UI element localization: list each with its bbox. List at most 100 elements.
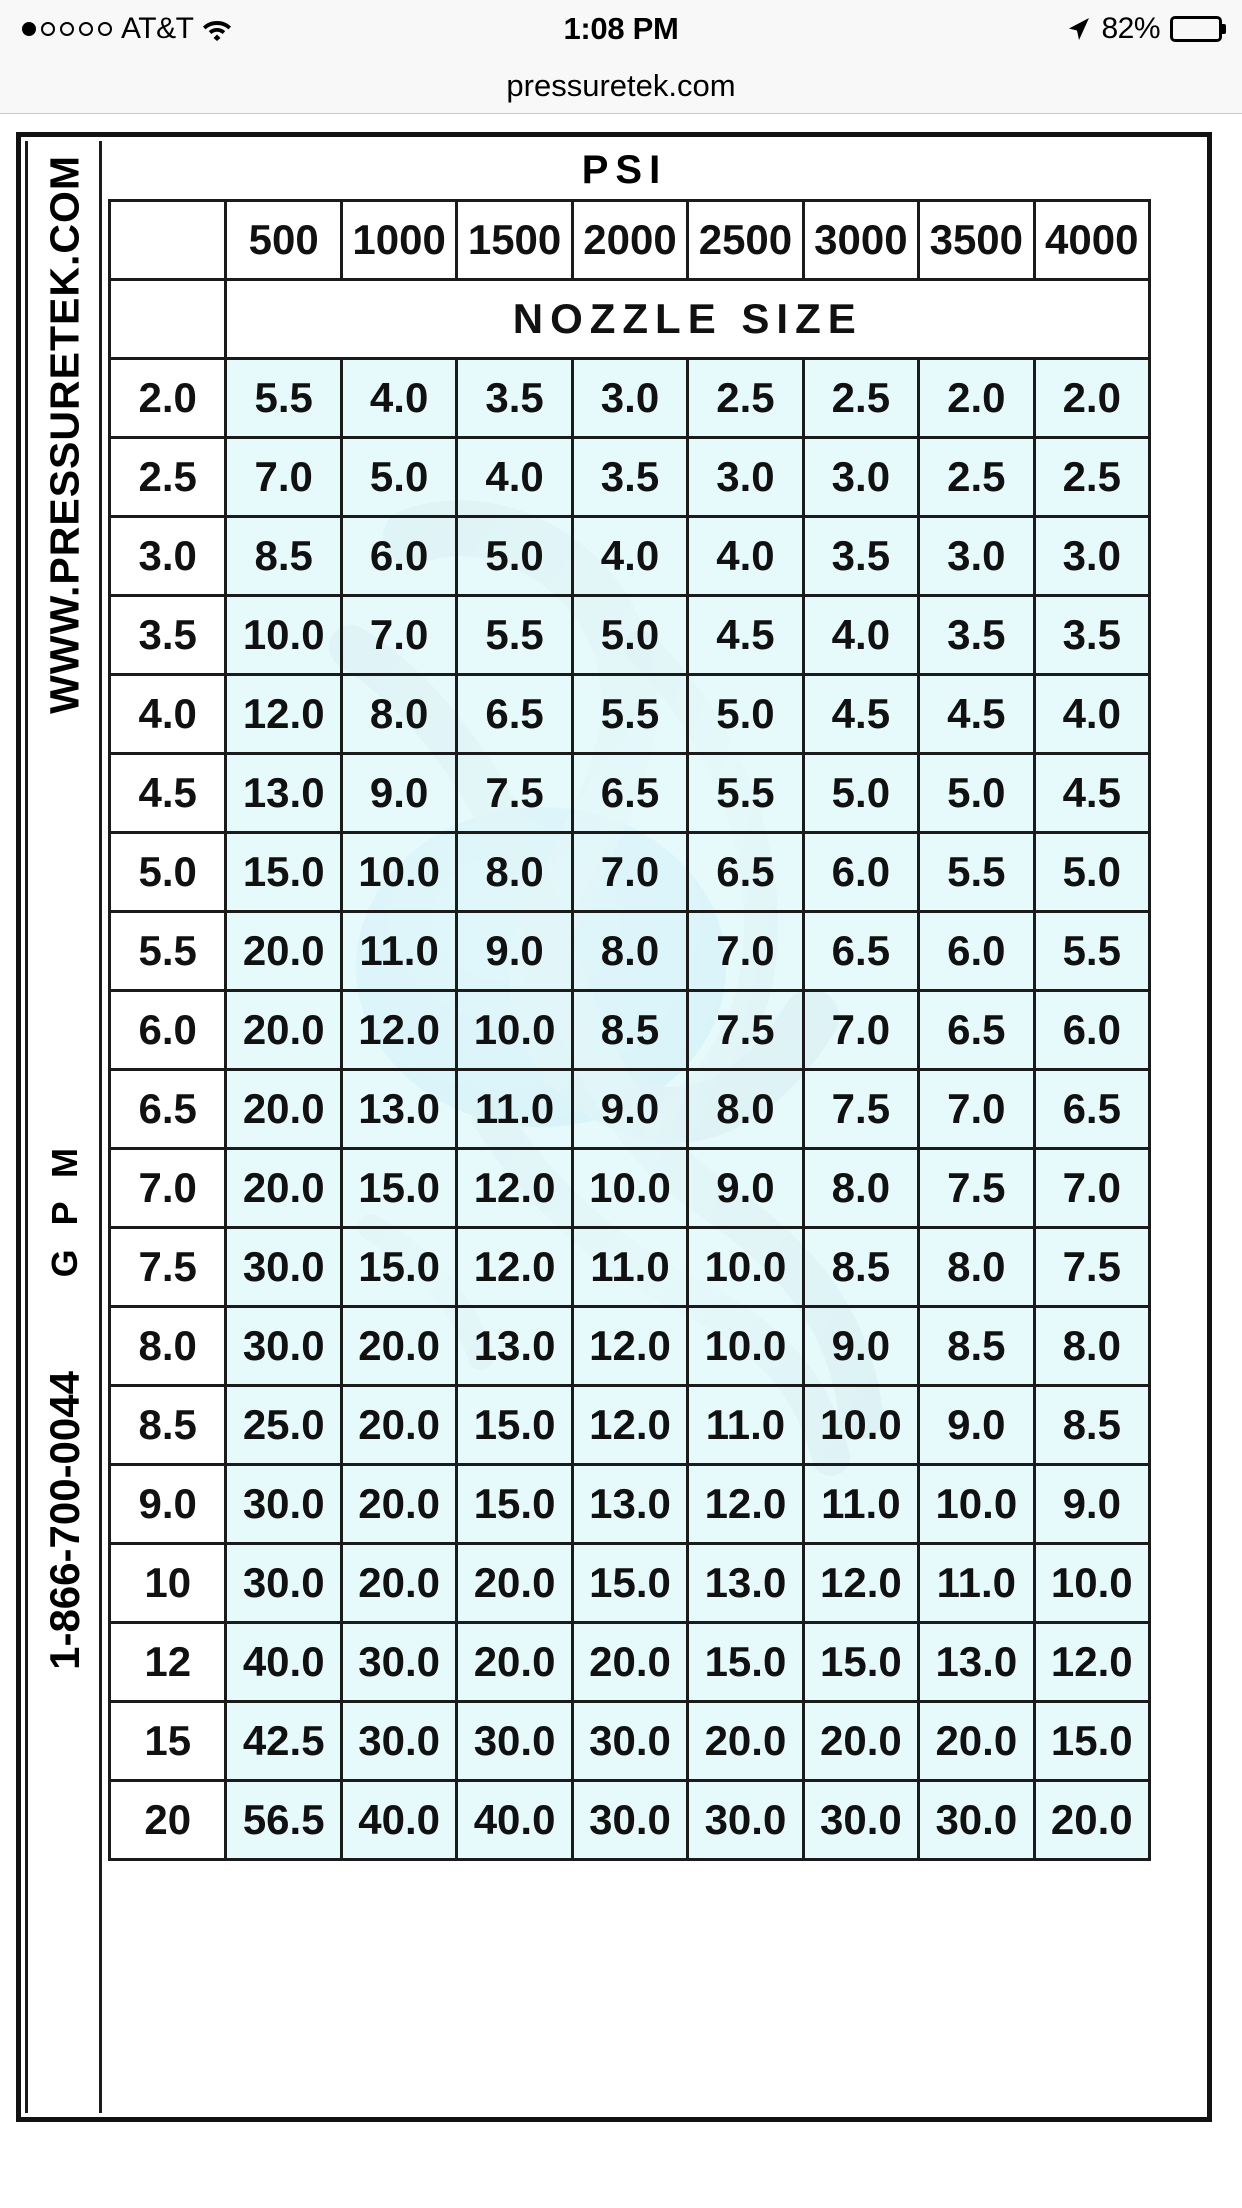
table-row: 8.0 30.0 20.0 13.0 12.0 10.0 9.0 8.5 8.0: [107, 1305, 1152, 1387]
nozzle-size-cell: 9.0: [339, 752, 459, 834]
branding-strip: WWW.PRESSURETEK.COM G P M 1-866-700-0044: [28, 141, 102, 2113]
ios-status-bar: AT&T 1:08 PM 82%: [0, 0, 1242, 58]
table-row: 20 56.5 40.0 40.0 30.0 30.0 30.0 30.0 20.0: [107, 1779, 1152, 1861]
nozzle-size-cell: 20.0: [801, 1700, 921, 1782]
nozzle-size-cell: 4.0: [570, 515, 690, 597]
psi-header-3500: 3500: [917, 199, 1036, 281]
nozzle-size-cell: 7.5: [686, 989, 805, 1071]
nozzle-size-cell: 5.5: [224, 357, 343, 439]
nozzle-size-cell: 8.0: [455, 831, 574, 913]
nozzle-size-cell: 7.0: [224, 436, 343, 518]
nozzle-size-cell: 30.0: [570, 1700, 690, 1782]
nozzle-size-cell: 13.0: [686, 1542, 805, 1624]
clock-label: 1:08 PM: [563, 11, 679, 46]
nozzle-size-cell: 13.0: [570, 1463, 690, 1545]
gpm-row-label: 15: [107, 1700, 228, 1782]
table-body: 2.0 5.5 4.0 3.5 3.0 2.5 2.5 2.0 2.0 2.5 7.0 5.0 4.0 3…: [107, 357, 1152, 1861]
nozzle-size-cell: 7.5: [1032, 1226, 1152, 1308]
carrier-label: AT&T: [121, 12, 194, 45]
nozzle-size-cell: 8.5: [917, 1305, 1036, 1387]
gpm-row-label: 3.0: [107, 515, 228, 597]
nozzle-size-cell: 12.0: [455, 1147, 574, 1229]
nozzle-size-table: 500 1000 1500 2000 2500 3000 3500 4000 N…: [107, 199, 1152, 1861]
table-row: 15 42.5 30.0 30.0 30.0 20.0 20.0 20.0 15.0: [107, 1700, 1152, 1782]
nozzle-size-cell: 20.0: [917, 1700, 1036, 1782]
url-label[interactable]: pressuretek.com: [506, 67, 736, 103]
nozzle-size-cell: 10.0: [1032, 1542, 1152, 1624]
nozzle-size-cell: 10.0: [686, 1226, 805, 1308]
nozzle-size-cell: 15.0: [455, 1463, 574, 1545]
nozzle-size-cell: 8.0: [1032, 1305, 1152, 1387]
nozzle-size-cell: 6.0: [1032, 989, 1152, 1071]
nozzle-size-cell: 30.0: [339, 1621, 459, 1703]
nozzle-size-cell: 8.0: [801, 1147, 921, 1229]
nozzle-size-cell: 4.0: [455, 436, 574, 518]
psi-title: PSI: [581, 147, 668, 192]
table-head: 500 1000 1500 2000 2500 3000 3500 4000 N…: [107, 199, 1152, 360]
nozzle-size-cell: 40.0: [339, 1779, 459, 1861]
nozzle-size-cell: 10.0: [686, 1305, 805, 1387]
nozzle-size-cell: 8.5: [1032, 1384, 1152, 1466]
nozzle-size-cell: 2.5: [801, 357, 921, 439]
nozzle-size-cell: 20.0: [339, 1305, 459, 1387]
psi-header-500: 500: [224, 199, 343, 281]
nozzle-size-cell: 9.0: [455, 910, 574, 992]
nozzle-size-cell: 6.5: [570, 752, 690, 834]
status-bar-center: 1:08 PM: [0, 0, 1242, 58]
nozzle-size-cell: 20.0: [339, 1384, 459, 1466]
nozzle-size-cell: 6.5: [801, 910, 921, 992]
nozzle-size-cell: 13.0: [917, 1621, 1036, 1703]
nozzle-size-cell: 5.5: [570, 673, 690, 755]
nozzle-size-cell: 7.5: [801, 1068, 921, 1150]
nozzle-size-cell: 15.0: [339, 1226, 459, 1308]
nozzle-size-cell: 2.5: [686, 357, 805, 439]
nozzle-size-cell: 5.0: [801, 752, 921, 834]
nozzle-size-cell: 15.0: [686, 1621, 805, 1703]
nozzle-size-cell: 8.5: [570, 989, 690, 1071]
nozzle-size-cell: 20.0: [339, 1542, 459, 1624]
nozzle-size-cell: 7.0: [570, 831, 690, 913]
nozzle-size-cell: 2.0: [1032, 357, 1152, 439]
browser-url-bar[interactable]: pressuretek.com: [0, 58, 1242, 114]
table-row: 2.5 7.0 5.0 4.0 3.5 3.0 3.0 2.5 2.5: [107, 436, 1152, 518]
gpm-row-label: 7.0: [107, 1147, 228, 1229]
gpm-row-label: 12: [107, 1621, 228, 1703]
nozzle-size-cell: 2.5: [1032, 436, 1152, 518]
chart-inner: WWW.PRESSURETEK.COM G P M 1-866-700-0044…: [25, 141, 1203, 2113]
nozzle-size-cell: 7.0: [917, 1068, 1036, 1150]
gpm-row-label: 3.5: [107, 594, 228, 676]
gpm-row-label: 4.0: [107, 673, 228, 755]
nozzle-size-cell: 8.5: [224, 515, 343, 597]
table-row: 3.5 10.0 7.0 5.5 5.0 4.5 4.0 3.5 3.5: [107, 594, 1152, 676]
nozzle-size-cell: 11.0: [686, 1384, 805, 1466]
nozzle-size-cell: 5.5: [1032, 910, 1152, 992]
table-zone: PSI 500 1000 1500 2000 2500: [102, 141, 1203, 2113]
table-row: 5.5 20.0 11.0 9.0 8.0 7.0 6.5 6.0 5.5: [107, 910, 1152, 992]
nozzle-size-cell: 2.0: [917, 357, 1036, 439]
nozzle-size-cell: 12.0: [455, 1226, 574, 1308]
nozzle-size-cell: 4.0: [339, 357, 459, 439]
nozzle-size-cell: 11.0: [801, 1463, 921, 1545]
table-row: 6.0 20.0 12.0 10.0 8.5 7.5 7.0 6.5 6.0: [107, 989, 1152, 1071]
nozzle-size-cell: 5.0: [339, 436, 459, 518]
nozzle-size-cell: 3.5: [455, 357, 574, 439]
nozzle-size-cell: 7.0: [1032, 1147, 1152, 1229]
nozzle-size-cell: 7.5: [455, 752, 574, 834]
gpm-axis-label: G P M: [44, 1141, 85, 1278]
phone-vertical-label: 1-866-700-0044: [41, 1371, 88, 1670]
corner-cell: [107, 199, 228, 281]
gpm-row-label: 5.5: [107, 910, 228, 992]
nozzle-size-cell: 30.0: [224, 1226, 343, 1308]
nozzle-size-cell: 5.5: [455, 594, 574, 676]
nozzle-size-cell: 10.0: [224, 594, 343, 676]
nozzle-size-cell: 3.0: [570, 357, 690, 439]
nozzle-size-cell: 9.0: [917, 1384, 1036, 1466]
gpm-row-label: 6.0: [107, 989, 228, 1071]
nozzle-size-cell: 56.5: [224, 1779, 343, 1861]
table-row: 4.5 13.0 9.0 7.5 6.5 5.5 5.0 5.0 4.5: [107, 752, 1152, 834]
nozzle-size-cell: 3.0: [801, 436, 921, 518]
gpm-row-label: 8.0: [107, 1305, 228, 1387]
psi-header-4000: 4000: [1032, 199, 1152, 281]
nozzle-size-cell: 7.5: [917, 1147, 1036, 1229]
nozzle-size-cell: 20.0: [339, 1463, 459, 1545]
